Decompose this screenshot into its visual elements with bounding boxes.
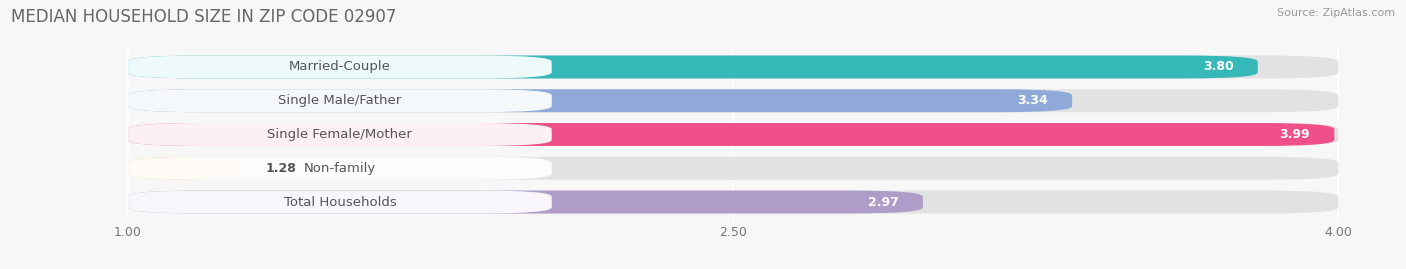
- FancyBboxPatch shape: [128, 123, 1334, 146]
- FancyBboxPatch shape: [128, 55, 1339, 79]
- FancyBboxPatch shape: [128, 89, 1073, 112]
- FancyBboxPatch shape: [128, 190, 551, 214]
- FancyBboxPatch shape: [128, 190, 922, 214]
- FancyBboxPatch shape: [128, 123, 1339, 146]
- Text: 2.97: 2.97: [868, 196, 898, 208]
- FancyBboxPatch shape: [128, 157, 240, 180]
- FancyBboxPatch shape: [128, 190, 1339, 214]
- Text: Non-family: Non-family: [304, 162, 375, 175]
- FancyBboxPatch shape: [128, 123, 551, 146]
- Text: Total Households: Total Households: [284, 196, 396, 208]
- FancyBboxPatch shape: [128, 55, 1258, 79]
- Text: 3.34: 3.34: [1017, 94, 1047, 107]
- Text: 3.99: 3.99: [1279, 128, 1310, 141]
- Text: 3.80: 3.80: [1202, 61, 1233, 73]
- Text: Source: ZipAtlas.com: Source: ZipAtlas.com: [1277, 8, 1395, 18]
- FancyBboxPatch shape: [128, 157, 551, 180]
- FancyBboxPatch shape: [128, 55, 551, 79]
- FancyBboxPatch shape: [128, 157, 1339, 180]
- Text: Single Female/Mother: Single Female/Mother: [267, 128, 412, 141]
- Text: 1.28: 1.28: [266, 162, 297, 175]
- FancyBboxPatch shape: [128, 89, 1339, 112]
- Text: Single Male/Father: Single Male/Father: [278, 94, 402, 107]
- FancyBboxPatch shape: [128, 89, 551, 112]
- Text: MEDIAN HOUSEHOLD SIZE IN ZIP CODE 02907: MEDIAN HOUSEHOLD SIZE IN ZIP CODE 02907: [11, 8, 396, 26]
- Text: Married-Couple: Married-Couple: [290, 61, 391, 73]
